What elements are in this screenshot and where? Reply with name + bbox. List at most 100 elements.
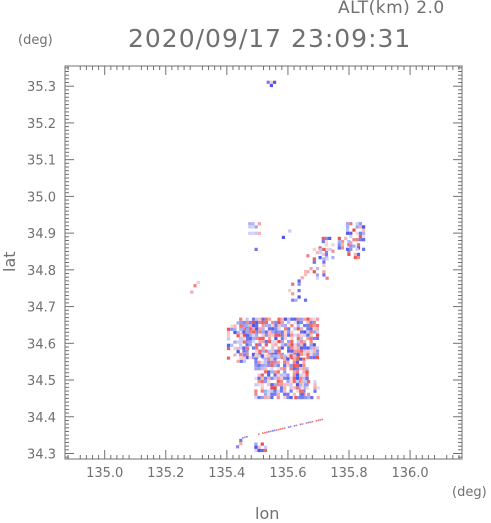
data-cell <box>226 327 231 331</box>
data-cell <box>264 330 268 334</box>
data-cell <box>307 380 311 384</box>
x-tick-label: 135.8 <box>330 466 367 481</box>
data-cell <box>353 256 357 260</box>
data-cell <box>270 357 274 361</box>
data-cell <box>283 336 288 340</box>
data-cell <box>254 392 258 396</box>
data-cell <box>303 343 307 347</box>
data-cell <box>362 247 366 251</box>
data-cell <box>283 330 288 334</box>
data-cell <box>233 324 237 328</box>
data-cell <box>267 395 271 400</box>
x-tick-label: 135.2 <box>147 466 184 481</box>
data-cell <box>270 386 274 390</box>
data-cell <box>306 333 310 337</box>
data-cell <box>292 363 296 368</box>
data-cell <box>306 270 310 274</box>
data-cell <box>242 353 247 357</box>
data-cell <box>306 324 310 328</box>
data-cell <box>271 340 275 344</box>
data-cell <box>270 383 274 387</box>
data-cell <box>312 346 316 350</box>
data-cell <box>362 234 366 239</box>
data-cell <box>289 395 293 400</box>
data-cell <box>263 357 268 361</box>
data-cell <box>283 333 288 337</box>
data-cell <box>297 279 301 283</box>
data-cell <box>261 320 265 324</box>
data-cell <box>267 357 271 361</box>
data-cell <box>264 320 268 324</box>
data-cell <box>264 343 268 347</box>
data-cell <box>255 327 259 331</box>
data-cell <box>226 337 231 341</box>
data-cell <box>318 256 322 260</box>
y-tick-label: 34.9 <box>27 227 56 242</box>
data-cell <box>303 346 307 350</box>
data-cell <box>289 354 293 358</box>
data-cell <box>303 383 307 387</box>
data-cell <box>324 243 329 247</box>
data-cell <box>257 363 261 368</box>
data-cell <box>291 292 295 296</box>
data-cell <box>269 80 273 84</box>
data-cell <box>290 343 294 347</box>
data-cell <box>267 333 272 337</box>
x-tick-label: 135.0 <box>86 466 123 481</box>
data-cell <box>303 324 307 328</box>
data-cell <box>287 346 291 350</box>
data-cell <box>309 346 313 350</box>
data-cell <box>251 324 256 328</box>
data-cell <box>358 234 362 239</box>
data-cell <box>292 367 296 371</box>
data-cell <box>273 363 277 368</box>
data-cell <box>277 333 281 337</box>
data-cell <box>303 349 307 353</box>
data-cell <box>349 234 353 239</box>
data-cell <box>261 349 265 353</box>
data-cell <box>280 346 284 350</box>
data-cell <box>274 336 278 340</box>
trail-point <box>293 425 296 427</box>
data-cell <box>306 317 310 321</box>
data-cell <box>290 317 294 321</box>
data-cell <box>312 247 316 251</box>
data-cell <box>315 317 320 321</box>
data-cell <box>358 225 362 229</box>
data-cell <box>261 317 265 321</box>
data-cell <box>226 346 231 351</box>
data-cell <box>263 370 268 374</box>
data-cell <box>312 327 316 331</box>
data-cell <box>302 363 306 368</box>
data-cell <box>257 373 261 377</box>
data-cell <box>319 247 323 251</box>
trail-point <box>301 423 304 425</box>
data-cell <box>254 445 258 449</box>
data-cell <box>290 330 294 334</box>
data-cell <box>358 222 362 226</box>
data-cell <box>283 354 287 358</box>
data-cell <box>340 246 345 250</box>
data-cell <box>283 324 288 328</box>
data-cell <box>296 333 300 337</box>
x-tick-label: 136.0 <box>391 466 428 481</box>
trail-point <box>269 430 272 433</box>
data-cell <box>299 383 303 387</box>
data-cell <box>242 340 247 344</box>
trail-point <box>319 419 322 421</box>
data-cell <box>309 324 313 328</box>
data-cell <box>283 376 287 380</box>
data-cell <box>251 317 256 321</box>
data-cell <box>303 330 307 334</box>
data-cell <box>271 349 275 353</box>
data-cell <box>277 346 281 350</box>
trail-point <box>277 428 280 431</box>
data-cell <box>292 392 296 396</box>
data-cell <box>309 352 313 356</box>
data-cell <box>245 349 249 353</box>
data-cell <box>260 395 264 400</box>
data-cell <box>260 354 264 358</box>
data-cell <box>325 257 329 261</box>
data-cell <box>263 354 268 358</box>
data-cell <box>299 376 303 380</box>
